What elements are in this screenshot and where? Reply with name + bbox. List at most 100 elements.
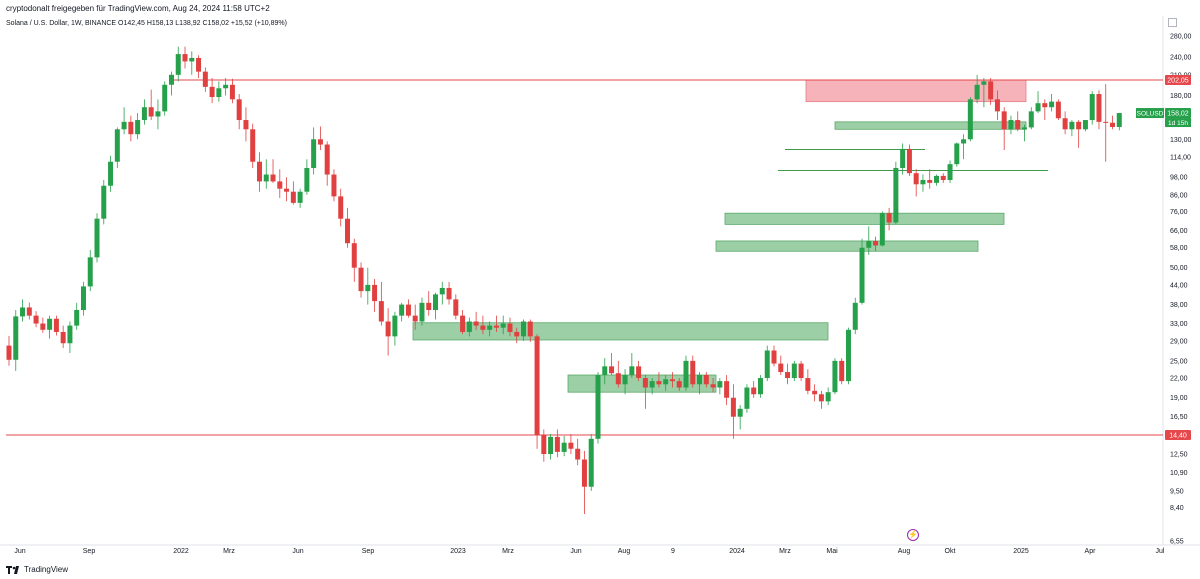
x-tick-label: Apr: [1085, 548, 1097, 555]
candle-body: [256, 161, 262, 182]
x-tick-label: Mai: [826, 548, 838, 555]
candle: [933, 174, 939, 186]
candle: [202, 67, 208, 92]
y-tick-label: 66,00: [1170, 228, 1188, 235]
candle: [730, 384, 736, 439]
settings-icon[interactable]: [1168, 18, 1177, 27]
candle: [852, 297, 858, 335]
candle-body: [1015, 120, 1021, 130]
candle: [311, 127, 317, 175]
candle-body: [412, 315, 418, 322]
candle: [358, 262, 364, 298]
price-chart[interactable]: 280,00240,00210,00180,00150,00130,00114,…: [0, 16, 1200, 562]
candle-body: [879, 213, 885, 246]
candle-body: [561, 442, 567, 452]
candle-body: [493, 325, 499, 328]
candle-body: [764, 350, 770, 379]
candle-body: [460, 315, 466, 332]
candle: [487, 321, 493, 337]
candle-body: [724, 381, 730, 398]
candle-body: [40, 323, 46, 330]
candle-body: [331, 174, 337, 197]
candle: [378, 281, 384, 326]
x-tick-label: Mrz: [779, 548, 791, 555]
candle-body: [121, 121, 127, 130]
candle-body: [575, 448, 581, 460]
candle: [324, 141, 330, 186]
candle-body: [1076, 121, 1082, 130]
candle-body: [839, 360, 845, 382]
candle-body: [812, 390, 818, 395]
candle: [243, 107, 249, 142]
y-tick-label: 86,00: [1170, 192, 1188, 199]
candle: [168, 71, 174, 96]
candle-body: [1062, 118, 1068, 130]
candle: [256, 152, 262, 192]
candle: [20, 299, 26, 322]
candle-body: [378, 301, 384, 322]
candle: [1110, 115, 1116, 130]
y-tick-label: 25,00: [1170, 358, 1188, 365]
lightning-icon[interactable]: ⚡: [907, 529, 919, 541]
y-tick-label: 180,00: [1170, 93, 1192, 100]
candle-body: [906, 148, 912, 174]
y-tick-label: 98,00: [1170, 175, 1188, 182]
candle: [636, 360, 642, 382]
candle: [1103, 84, 1109, 162]
y-tick-label: 38,00: [1170, 302, 1188, 309]
price-label-box: [1165, 75, 1191, 85]
candle: [588, 434, 594, 491]
candle: [135, 113, 141, 140]
candle: [629, 353, 635, 379]
candle-body: [487, 325, 493, 330]
candle-body: [568, 442, 574, 449]
candle: [1062, 111, 1068, 135]
candle-body: [961, 139, 967, 144]
candle-body: [554, 436, 560, 452]
grid: [0, 16, 1200, 546]
candle: [1082, 120, 1088, 132]
candle: [825, 387, 831, 406]
candle: [1055, 99, 1061, 121]
x-tick-label: Jul: [1156, 548, 1165, 555]
candle: [757, 375, 763, 398]
candle: [798, 360, 804, 382]
candle: [480, 315, 486, 335]
price-labels: 202,05 14,40 158,02 1d 15h SOLUSD: [1136, 75, 1191, 440]
candle-body: [920, 180, 926, 185]
x-tick-label: Jun: [14, 548, 25, 555]
candle-body: [676, 381, 682, 388]
candle-body: [311, 139, 317, 168]
candle-body: [737, 408, 743, 417]
candle: [649, 378, 655, 395]
price-label-text: 202,05: [1167, 78, 1189, 85]
y-tick-label: 44,00: [1170, 282, 1188, 289]
y-tick-label: 12,50: [1170, 452, 1188, 459]
candle-body: [785, 372, 791, 379]
candle: [439, 281, 445, 305]
candle-body: [602, 366, 608, 376]
candle-body: [182, 54, 188, 62]
candle: [507, 317, 513, 337]
candle: [866, 226, 872, 255]
candle-body: [521, 321, 527, 337]
candle-body: [845, 329, 851, 382]
candle-body: [365, 284, 371, 292]
candle: [196, 55, 202, 79]
candle-body: [94, 218, 100, 258]
candle-body: [1096, 94, 1102, 122]
candle-body: [1110, 122, 1116, 127]
candle-body: [581, 459, 587, 487]
candle: [595, 372, 601, 444]
candle: [426, 291, 432, 316]
candle-body: [507, 323, 513, 332]
candle: [812, 384, 818, 402]
candle-body: [717, 381, 723, 388]
candle-body: [663, 379, 669, 385]
tradingview-brand: TradingView: [24, 565, 69, 574]
candle: [101, 180, 107, 225]
candle-body: [243, 120, 249, 130]
candle-body: [913, 173, 919, 185]
candle: [270, 159, 276, 183]
candle-body: [6, 345, 12, 360]
